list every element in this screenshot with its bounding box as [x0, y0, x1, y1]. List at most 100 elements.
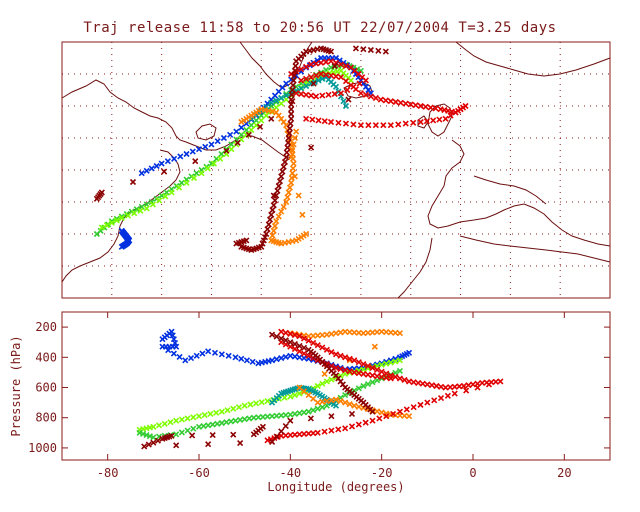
map-trajectory-point	[148, 165, 155, 172]
map-trajectory-point	[303, 115, 310, 122]
map-trajectory-point	[380, 122, 387, 129]
map-trajectory-point	[275, 182, 282, 190]
map-trajectory-point	[332, 73, 340, 80]
map-trajectory-point	[310, 80, 317, 87]
map-trajectory-point	[98, 224, 105, 231]
map-trajectory-point	[202, 143, 209, 150]
map-trajectory-point	[332, 54, 340, 62]
map-trajectory-point	[288, 174, 295, 182]
map-trajectory-point	[285, 134, 292, 142]
map-trajectory-point	[287, 120, 294, 127]
map-trajectory-point	[273, 98, 280, 106]
map-trajectory-point	[278, 173, 285, 180]
map-trajectory-point	[183, 179, 190, 186]
map-trajectory-point	[298, 85, 305, 92]
map-trajectory-point	[223, 147, 230, 154]
map-trajectory-point	[303, 91, 310, 98]
map-trajectory-point	[118, 214, 125, 222]
map-trajectory-point	[129, 178, 137, 186]
map-trajectory-point	[143, 167, 150, 174]
map-trajectory-point	[118, 213, 125, 220]
map-trajectory-point	[264, 226, 271, 233]
map-trajectory-point	[335, 119, 342, 126]
map-trajectory-point	[288, 106, 295, 113]
map-trajectory-point	[442, 115, 449, 122]
map-trajectory-point	[336, 57, 343, 64]
map-trajectory-point	[342, 102, 350, 110]
map-trajectory-point	[360, 46, 367, 53]
map-trajectory-point	[192, 158, 199, 165]
map-trajectory-point	[288, 154, 295, 161]
map-trajectory-point	[299, 211, 306, 218]
map-trajectory-point	[308, 92, 315, 99]
map-trajectory-point	[342, 120, 350, 127]
map-trajectory-point	[283, 149, 290, 156]
europe-coast	[427, 41, 611, 247]
map-trajectory-point	[208, 141, 215, 148]
map-trajectory-point	[138, 203, 145, 210]
map-trajectory-point	[253, 122, 260, 129]
map-trajectory-point	[256, 123, 264, 130]
map-trajectory-point	[190, 174, 198, 182]
coastlines	[61, 41, 611, 299]
map-trajectory-point	[243, 237, 250, 244]
map-trajectory-point	[263, 230, 270, 238]
map-trajectory-point	[298, 77, 305, 84]
map-trajectory-point	[342, 62, 350, 70]
map-trajectory-point	[113, 215, 120, 222]
map-trajectory-point	[280, 163, 287, 170]
map-trajectory-point	[281, 158, 289, 166]
map-trajectory-point	[268, 115, 275, 122]
map-trajectory-point	[317, 70, 325, 78]
map-trajectory-point	[227, 131, 234, 138]
map-trajectory-point	[308, 61, 315, 68]
map-trajectory-point	[263, 112, 270, 119]
map-trajectory-point	[238, 124, 245, 131]
map-trajectory-point	[372, 122, 379, 129]
map-trajectory-point	[217, 155, 224, 162]
map-trajectory-point	[402, 100, 409, 107]
map-trajectory-point	[288, 110, 295, 118]
map-trajectory-point	[108, 218, 115, 225]
map-trajectory-point	[268, 211, 275, 218]
map-trajectory-point	[313, 72, 320, 79]
map-trajectory-point	[210, 160, 218, 167]
map-frame	[61, 41, 611, 299]
map-trajectory-point	[131, 210, 138, 217]
map-trajectory-point	[315, 117, 322, 124]
map-trajectory-point	[407, 101, 414, 108]
map-trajectory-point	[315, 77, 322, 84]
map-trajectory-point	[284, 139, 292, 146]
map-trajectory-point	[138, 170, 145, 177]
map-trajectory-point	[295, 192, 302, 199]
map-trajectory-point	[387, 122, 394, 129]
map-trajectory-point	[372, 94, 379, 102]
map-trajectory-point	[327, 72, 335, 79]
map-trajectory-point	[283, 198, 290, 206]
map-trajectory-point	[397, 99, 404, 106]
map-trajectory-point	[303, 230, 310, 238]
map-trajectory-point	[156, 197, 163, 204]
map-trajectory-point	[285, 189, 292, 196]
map-trajectory-point	[233, 128, 240, 135]
map-trajectory-point	[228, 141, 235, 148]
map-trajectory-point	[303, 63, 310, 70]
map-trajectory-point	[248, 126, 255, 134]
british-isles-coast	[417, 103, 453, 137]
map-trajectory-point	[290, 77, 297, 84]
map-trajectory-point	[183, 150, 190, 158]
map-trajectory-point	[321, 118, 328, 125]
map-trajectory-point	[289, 82, 297, 89]
map-trajectory-point	[288, 179, 295, 186]
map-trajectory-point	[427, 104, 434, 111]
map-trajectory-point	[337, 74, 345, 81]
map-trajectory-point	[357, 90, 364, 97]
newfoundland-coast	[195, 123, 217, 141]
map-trajectory-point	[238, 131, 245, 138]
map-trajectory-point	[270, 192, 277, 199]
map-trajectory-point	[178, 179, 185, 186]
map-trajectory-point	[308, 144, 315, 151]
map-trajectory-point	[432, 105, 439, 112]
map-trajectory-point	[269, 232, 276, 239]
north-america-coast	[61, 79, 293, 283]
